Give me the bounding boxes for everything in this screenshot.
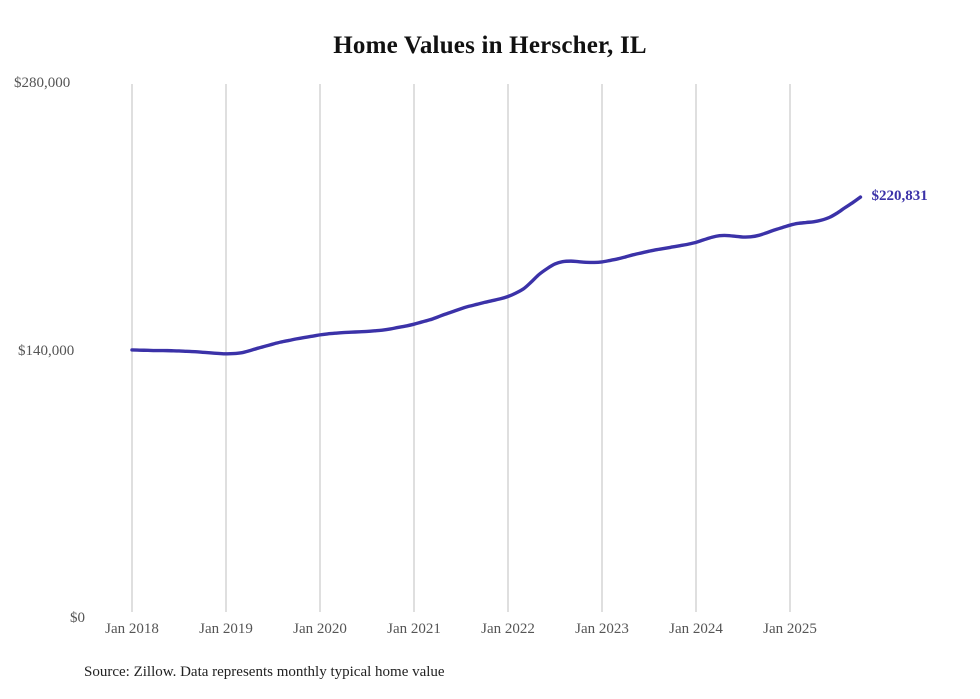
y-axis-tick-label-top: $280,000 — [14, 75, 71, 91]
x-axis-tick-label: Jan 2019 — [199, 621, 253, 637]
x-axis-tick-label: Jan 2021 — [387, 621, 441, 637]
x-axis-tick-label: Jan 2023 — [575, 621, 629, 637]
page-title: Home Values in Herscher, IL — [333, 32, 647, 59]
x-axis-tick-label: Jan 2018 — [105, 621, 159, 637]
end-value-annotation: $220,831 — [871, 188, 928, 205]
y-axis-tick-label-mid: $140,000 — [18, 343, 75, 359]
y-axis-tick-label-bottom: $0 — [70, 610, 85, 626]
gridlines — [131, 84, 791, 612]
x-axis-tick-label: Jan 2024 — [669, 621, 723, 637]
x-axis-tick-label: Jan 2025 — [763, 621, 817, 637]
line-series-typical-home-value — [130, 195, 863, 356]
x-axis-tick-label: Jan 2022 — [481, 621, 535, 637]
source-note: Source: Zillow. Data represents monthly … — [84, 664, 445, 680]
x-axis-tick-label: Jan 2020 — [293, 621, 347, 637]
